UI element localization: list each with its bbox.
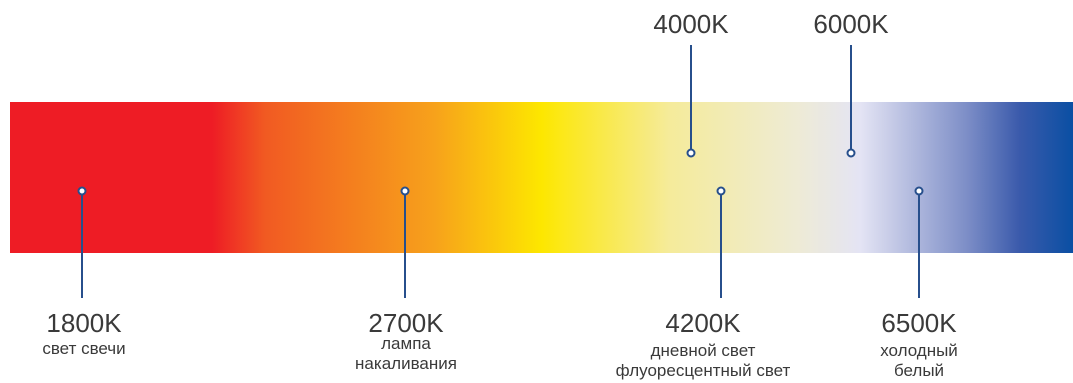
color-temperature-gradient-bar — [10, 102, 1073, 253]
description-line: белый — [893, 361, 945, 380]
description-line: дневной свет — [650, 341, 756, 360]
description-4200k: дневной свет флуоресцентный свет — [616, 341, 791, 381]
temperature-label-4200k: 4200K — [665, 308, 741, 338]
marker-dot-2700k — [400, 186, 410, 196]
description-line: свет свечи — [42, 339, 126, 358]
temperature-label-1800k: 1800K — [46, 308, 122, 338]
description-line: лампа — [381, 334, 431, 353]
temperature-label-4000k: 4000K — [653, 9, 729, 39]
temperature-label-6000k: 6000K — [813, 9, 889, 39]
marker-dot-4200k — [716, 186, 726, 196]
marker-dot-6000k — [846, 148, 856, 158]
description-line: накаливания — [355, 354, 457, 373]
description-line: флуоресцентный свет — [615, 361, 791, 380]
description-1800k: свет свечи — [42, 339, 125, 359]
marker-dot-6500k — [914, 186, 924, 196]
description-2700k: лампа накаливания — [355, 334, 457, 374]
temperature-label-2700k: 2700K — [368, 308, 444, 338]
marker-dot-4000k — [686, 148, 696, 158]
temperature-label-6500k: 6500K — [881, 308, 957, 338]
description-line: холодный — [880, 341, 958, 360]
marker-dot-1800k — [77, 186, 87, 196]
description-6500k: холодный белый — [880, 341, 958, 381]
